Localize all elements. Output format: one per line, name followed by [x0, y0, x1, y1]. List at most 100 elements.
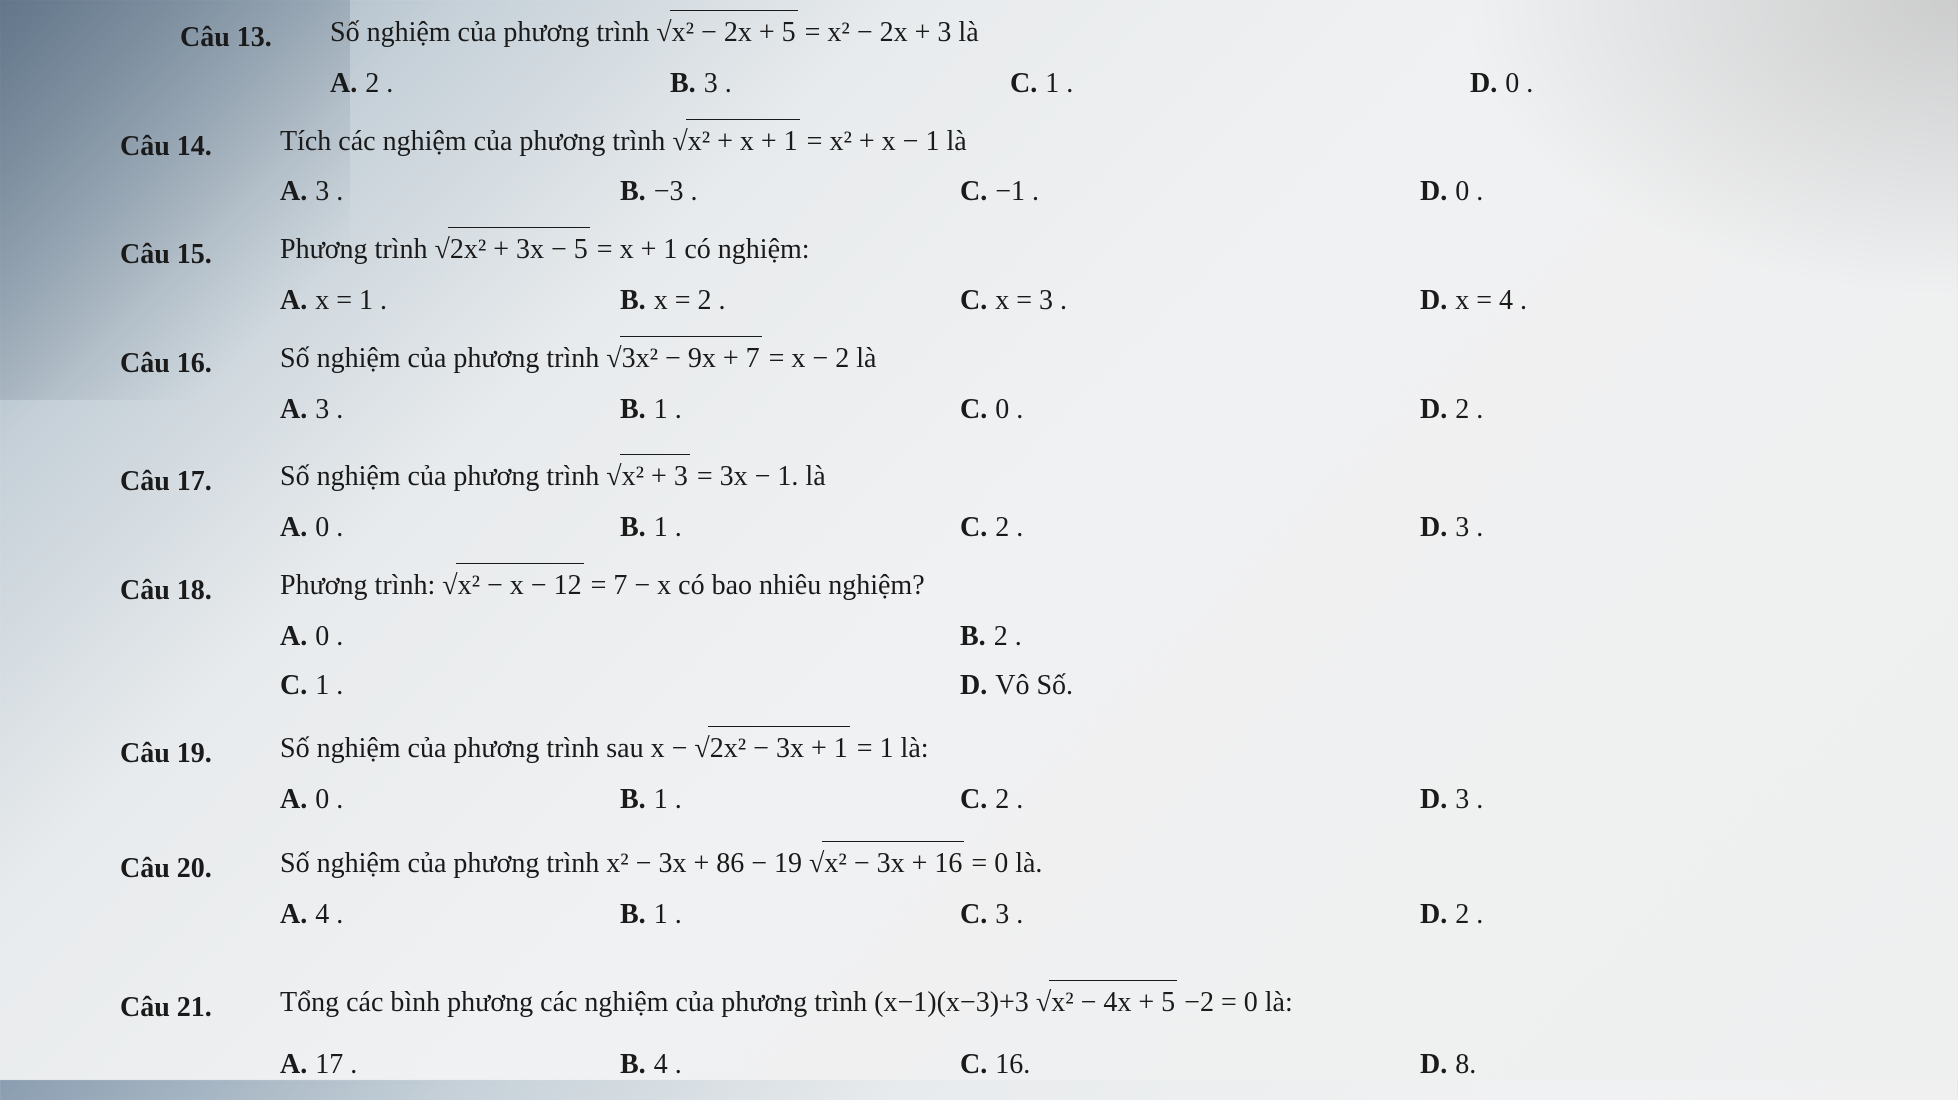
- question-text: Số nghiệm của phương trình x² − 3x + 86 …: [280, 841, 1870, 887]
- text-post: = x² + x − 1 là: [807, 126, 967, 157]
- option-d: D.2 .: [1420, 893, 1640, 938]
- opt-value: 3 .: [1455, 778, 1483, 823]
- opt-value: 16.: [995, 1043, 1030, 1088]
- text-pre: Phương trình: [280, 234, 434, 265]
- question-text: Phương trình: x² − x − 12 = 7 − x có bao…: [280, 563, 1870, 609]
- opt-label: D.: [1420, 778, 1447, 823]
- opt-label: D.: [1420, 893, 1447, 938]
- option-a: A.0 .: [280, 778, 620, 823]
- question-label: Câu 16.: [120, 336, 280, 437]
- opt-value: 0 .: [315, 615, 343, 660]
- question-label: Câu 13.: [180, 10, 330, 111]
- text-post: = x + 1 có nghiệm:: [597, 234, 810, 265]
- opt-value: 8.: [1455, 1043, 1476, 1088]
- option-b: B.4 .: [620, 1043, 960, 1088]
- question-text: Tích các nghiệm của phương trình x² + x …: [280, 119, 1870, 165]
- opt-value: 2 .: [995, 778, 1023, 823]
- options-row: A.17 . B.4 . C.16. D.8.: [280, 1043, 1870, 1088]
- option-a: A.3 .: [280, 170, 620, 215]
- opt-label: B.: [670, 62, 696, 107]
- opt-label: A.: [280, 893, 307, 938]
- opt-value: −1 .: [995, 170, 1039, 215]
- text-post: = 3x − 1. là: [697, 461, 826, 492]
- option-d: D. 3 .: [1420, 778, 1640, 823]
- question-19: Câu 19. Số nghiệm của phương trình sau x…: [120, 726, 1870, 827]
- question-body: Tổng các bình phương các nghiệm của phươ…: [280, 980, 1870, 1093]
- options-row: A. 0 . B.2 .: [280, 615, 1870, 660]
- text-post: = 0 là.: [971, 848, 1042, 879]
- sqrt-icon: 2x² + 3x − 5: [434, 227, 589, 273]
- question-text: Số nghiệm của phương trình x² + 3 = 3x −…: [280, 454, 1870, 500]
- opt-value: 1 .: [654, 506, 682, 551]
- opt-value: 2 .: [994, 615, 1022, 660]
- option-a: A.x = 1 .: [280, 279, 620, 324]
- question-label: Câu 20.: [120, 841, 280, 942]
- opt-value: Vô Số.: [995, 664, 1073, 709]
- option-b: B.2 .: [960, 615, 1640, 660]
- option-b: B.−3 .: [620, 170, 960, 215]
- question-text: Số nghiệm của phương trình x² − 2x + 5 =…: [330, 10, 1870, 56]
- question-label: Câu 21.: [120, 980, 280, 1093]
- opt-value: 1 .: [315, 664, 343, 709]
- opt-value: x = 1 .: [315, 279, 387, 324]
- opt-value: 4 .: [315, 893, 343, 938]
- opt-value: 1 .: [654, 388, 682, 433]
- options-row: A.0 . B.1 . C.2 . D.3 .: [280, 506, 1870, 551]
- option-d: D.x = 4 .: [1420, 279, 1640, 324]
- opt-value: 1 .: [1045, 62, 1073, 107]
- text-post: = 7 − x có bao nhiêu nghiệm?: [591, 570, 925, 601]
- options-row-2: C. 1 . D.Vô Số.: [280, 664, 1870, 709]
- opt-label: A.: [280, 615, 307, 660]
- opt-label: B.: [620, 778, 646, 823]
- text-pre: Phương trình:: [280, 570, 442, 601]
- text-post: = x − 2 là: [769, 343, 877, 374]
- question-15: Câu 15. Phương trình 2x² + 3x − 5 = x + …: [120, 227, 1870, 328]
- option-c: C. 2 .: [960, 778, 1420, 823]
- opt-value: 0 .: [315, 506, 343, 551]
- option-a: A. 0 .: [280, 615, 960, 660]
- question-18: Câu 18. Phương trình: x² − x − 12 = 7 − …: [120, 563, 1870, 712]
- sqrt-icon: x² − 3x + 16: [809, 841, 964, 887]
- question-label: Câu 18.: [120, 563, 280, 712]
- option-c: C.−1 .: [960, 170, 1420, 215]
- question-16: Câu 16. Số nghiệm của phương trình 3x² −…: [120, 336, 1870, 437]
- opt-label: A.: [280, 170, 307, 215]
- opt-label: A.: [280, 388, 307, 433]
- option-c: C.2 .: [960, 506, 1420, 551]
- radicand: 3x² − 9x + 7: [620, 336, 762, 382]
- radicand: x² − 3x + 16: [822, 841, 964, 887]
- opt-value: 2 .: [1455, 388, 1483, 433]
- opt-label: A.: [280, 506, 307, 551]
- opt-label: B.: [620, 893, 646, 938]
- opt-value: 1 .: [654, 778, 682, 823]
- opt-label: D.: [1420, 1043, 1447, 1088]
- opt-label: D.: [1420, 279, 1447, 324]
- option-c: C.16.: [960, 1043, 1420, 1088]
- option-b: B.x = 2 .: [620, 279, 960, 324]
- opt-label: A.: [280, 1043, 307, 1088]
- question-body: Số nghiệm của phương trình 3x² − 9x + 7 …: [280, 336, 1870, 437]
- opt-label: D.: [1470, 62, 1497, 107]
- opt-label: C.: [280, 664, 307, 709]
- question-label: Câu 17.: [120, 454, 280, 555]
- text-pre: Số nghiệm của phương trình: [330, 17, 656, 48]
- option-b: B.1 .: [620, 388, 960, 433]
- option-b: B. 1 .: [620, 778, 960, 823]
- question-label: Câu 15.: [120, 227, 280, 328]
- option-d: D.0 .: [1420, 170, 1640, 215]
- opt-value: x = 2 .: [654, 279, 726, 324]
- option-a: A.2 .: [330, 62, 670, 107]
- text-pre: Tích các nghiệm của phương trình: [280, 126, 672, 157]
- opt-value: 0 .: [1455, 170, 1483, 215]
- opt-label: C.: [960, 388, 987, 433]
- text-pre: Số nghiệm của phương trình x² − 3x + 86 …: [280, 848, 802, 879]
- question-body: Phương trình 2x² + 3x − 5 = x + 1 có ngh…: [280, 227, 1870, 328]
- opt-label: D.: [960, 664, 987, 709]
- option-b: B.1 .: [620, 893, 960, 938]
- question-label: Câu 14.: [120, 119, 280, 220]
- opt-label: A.: [280, 778, 307, 823]
- opt-value: 0 .: [995, 388, 1023, 433]
- question-14: Câu 14. Tích các nghiệm của phương trình…: [120, 119, 1870, 220]
- opt-label: C.: [960, 170, 987, 215]
- opt-label: C.: [960, 778, 987, 823]
